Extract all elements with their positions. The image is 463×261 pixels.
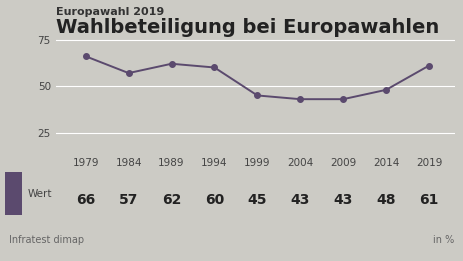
Text: 62: 62 — [162, 193, 181, 207]
Text: 57: 57 — [119, 193, 138, 207]
Text: 1984: 1984 — [115, 158, 142, 168]
Text: 43: 43 — [333, 193, 352, 207]
Text: 45: 45 — [247, 193, 267, 207]
Text: in %: in % — [432, 235, 454, 245]
Text: 1994: 1994 — [201, 158, 227, 168]
Text: Europawahl 2019: Europawahl 2019 — [56, 7, 163, 16]
Text: 1999: 1999 — [244, 158, 270, 168]
Text: 48: 48 — [375, 193, 395, 207]
Text: 2014: 2014 — [372, 158, 398, 168]
Text: 2019: 2019 — [415, 158, 441, 168]
Text: 66: 66 — [76, 193, 95, 207]
Text: Wahlbeteiligung bei Europawahlen: Wahlbeteiligung bei Europawahlen — [56, 18, 438, 37]
Text: 61: 61 — [419, 193, 438, 207]
Text: 60: 60 — [204, 193, 224, 207]
Text: 43: 43 — [290, 193, 309, 207]
Text: 1989: 1989 — [158, 158, 184, 168]
Text: 1979: 1979 — [72, 158, 99, 168]
Text: Wert: Wert — [28, 189, 52, 199]
FancyBboxPatch shape — [5, 172, 22, 215]
Text: 2004: 2004 — [287, 158, 313, 168]
Text: 2009: 2009 — [329, 158, 356, 168]
Text: Infratest dimap: Infratest dimap — [9, 235, 84, 245]
